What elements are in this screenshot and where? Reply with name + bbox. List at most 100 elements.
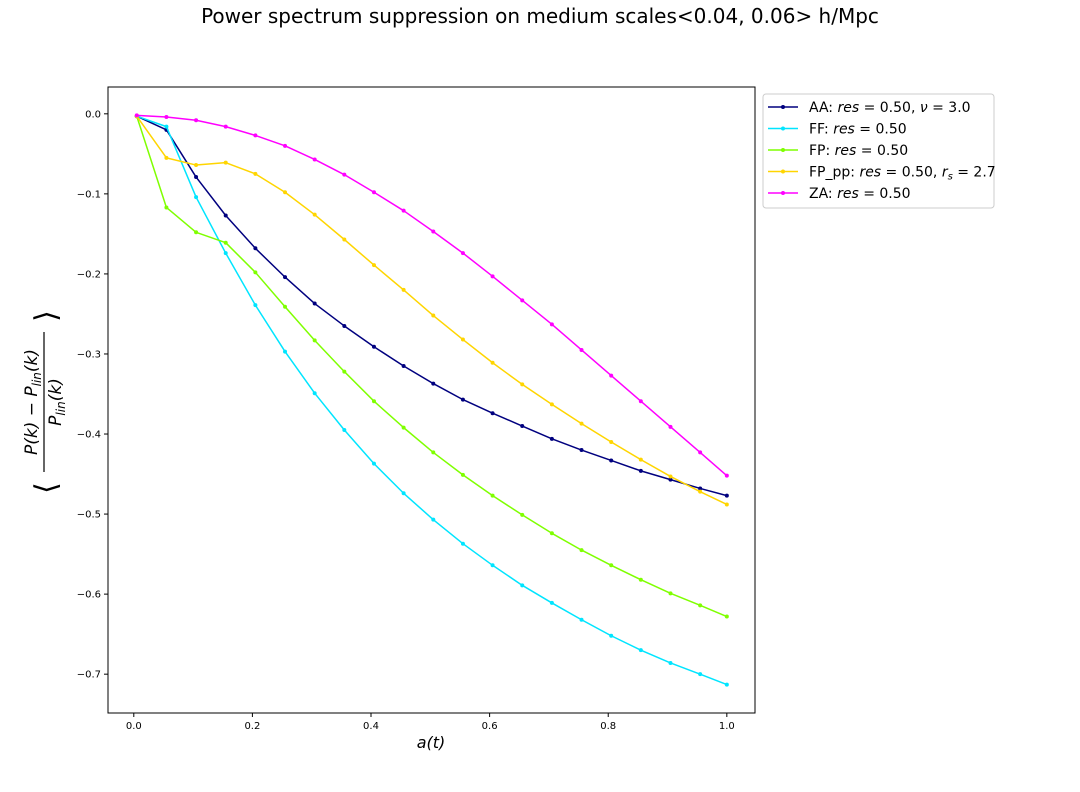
data-point: [223, 160, 228, 165]
legend-label: FP: res = 0.50: [809, 143, 908, 159]
legend-label-part: res: [837, 100, 859, 116]
data-point: [401, 287, 406, 292]
data-point: [342, 428, 347, 433]
data-point: [490, 563, 495, 568]
legend-label-part: FP:: [809, 143, 835, 159]
data-point: [579, 347, 584, 352]
legend-label-part: ν: [920, 100, 928, 116]
legend-label-part: = 3.0: [928, 100, 971, 116]
data-point: [253, 133, 258, 138]
y-tick-label: −0.5: [77, 510, 101, 521]
legend-frame: [762, 93, 995, 209]
data-point: [579, 617, 584, 622]
legend: AA: res = 0.50, ν = 3.0 FF: res = 0.50 FP:…: [762, 93, 996, 209]
data-point: [312, 338, 317, 343]
data-point: [283, 304, 288, 309]
data-point: [253, 270, 258, 275]
legend-swatch-marker: [781, 105, 785, 109]
series-3: [134, 114, 729, 507]
data-point: [342, 237, 347, 242]
data-point: [223, 124, 228, 129]
data-point: [490, 411, 495, 416]
x-axis: 0.0 0.2 0.4 0.6 0.8 1.0: [126, 713, 735, 732]
x-tick-label: 0.0: [126, 721, 142, 732]
data-point: [283, 349, 288, 354]
data-point: [638, 457, 643, 462]
legend-label-part: res: [833, 122, 855, 138]
x-tick-label: 0.8: [600, 721, 616, 732]
data-point: [698, 489, 703, 494]
legend-label: FF: res = 0.50: [809, 122, 907, 138]
data-point: [312, 301, 317, 306]
legend-swatch-marker: [781, 169, 785, 174]
y-label-denominator: Plin(k): [46, 378, 68, 426]
legend-swatch-marker: [781, 191, 785, 195]
data-point: [164, 155, 169, 160]
data-point: [194, 230, 199, 235]
data-point: [194, 118, 199, 123]
legend-entry-0: AA: res = 0.50, ν = 3.0: [768, 100, 971, 116]
data-point: [668, 424, 673, 429]
legend-entry-1: FF: res = 0.50: [768, 122, 907, 138]
data-point: [579, 421, 584, 426]
data-point: [609, 563, 614, 568]
series-0: [134, 114, 729, 498]
data-point: [638, 648, 643, 653]
data-point: [283, 143, 288, 148]
legend-label-part: ZA:: [809, 186, 837, 202]
y-tick-label: −0.7: [77, 670, 101, 681]
y-tick-label: −0.4: [77, 430, 101, 441]
legend-swatch-marker: [781, 126, 785, 131]
data-point: [460, 541, 465, 546]
data-point: [698, 672, 703, 677]
legend-label: AA: res = 0.50, ν = 3.0: [809, 100, 971, 116]
data-point: [549, 322, 554, 327]
data-point: [698, 603, 703, 608]
y-tick-label: −0.2: [77, 269, 101, 280]
data-point: [579, 548, 584, 553]
data-point: [460, 337, 465, 342]
legend-label-part: r: [942, 165, 949, 181]
data-point: [401, 208, 406, 213]
chart-title: Power spectrum suppression on medium sca…: [201, 4, 879, 28]
data-point: [724, 493, 729, 498]
y-label-numerator: P(k) − Plin(k): [22, 349, 44, 455]
y-label-close-bracket: ⟩: [29, 310, 64, 322]
data-point: [431, 381, 436, 386]
data-point: [164, 115, 169, 120]
plot-frame: [107, 86, 756, 714]
data-point: [638, 399, 643, 404]
data-point: [223, 213, 228, 218]
data-point: [490, 274, 495, 279]
legend-label-part: res: [835, 143, 857, 159]
y-tick-label: −0.3: [77, 349, 101, 360]
y-tick-label: −0.1: [77, 189, 101, 200]
data-point: [549, 402, 554, 407]
data-point: [283, 190, 288, 195]
data-point: [549, 531, 554, 536]
data-point: [549, 600, 554, 605]
data-point: [371, 399, 376, 404]
data-point: [724, 502, 729, 507]
data-point: [638, 468, 643, 473]
legend-label: FP_pp: res = 0.50, rs = 2.7: [809, 165, 996, 183]
y-label-den-tail: (k): [46, 378, 66, 401]
data-point: [194, 195, 199, 200]
legend-label-part: s: [948, 172, 953, 183]
data-point: [609, 633, 614, 638]
legend-entry-3: FP_pp: res = 0.50, rs = 2.7: [768, 165, 996, 183]
y-tick-label: −0.6: [77, 590, 101, 601]
data-point: [194, 163, 199, 168]
x-axis-label: a(t): [417, 733, 446, 752]
data-point: [609, 373, 614, 378]
x-axis-label-text: a(t): [417, 733, 446, 752]
data-point: [490, 493, 495, 498]
legend-label-part: = 0.50,: [881, 165, 942, 181]
data-point: [668, 477, 673, 482]
legend-entry-4: ZA: res = 0.50: [768, 186, 911, 202]
data-point: [164, 124, 169, 129]
data-point: [371, 344, 376, 349]
legend-label-part: res: [837, 186, 859, 202]
data-point: [520, 512, 525, 517]
